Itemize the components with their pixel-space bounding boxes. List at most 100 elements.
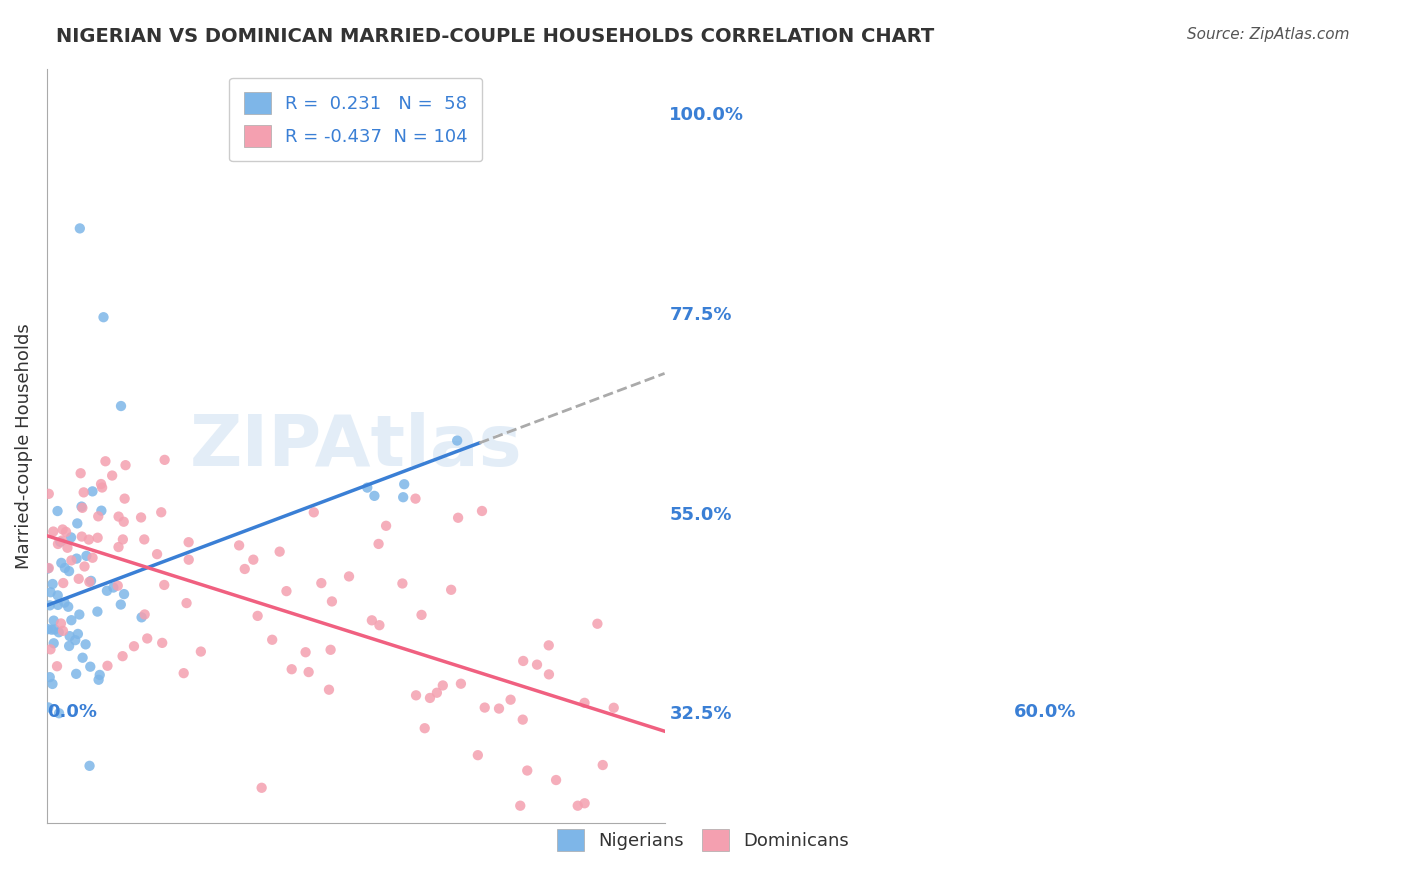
Point <box>516 764 538 778</box>
Point <box>52 523 75 537</box>
Point <box>360 613 382 627</box>
Point <box>512 713 534 727</box>
Point <box>60 530 83 544</box>
Point <box>39 585 62 599</box>
Point <box>499 692 522 706</box>
Point <box>46 537 69 551</box>
Point <box>82 550 104 565</box>
Text: 60.0%: 60.0% <box>1014 703 1077 721</box>
Point <box>93 310 115 325</box>
Point <box>228 538 250 552</box>
Point <box>103 581 125 595</box>
Point <box>90 504 112 518</box>
Point <box>153 578 176 592</box>
Point <box>37 622 59 636</box>
Point <box>70 530 93 544</box>
Point <box>440 582 463 597</box>
Point <box>114 491 136 506</box>
Point <box>72 500 94 515</box>
Text: NIGERIAN VS DOMINICAN MARRIED-COUPLE HOUSEHOLDS CORRELATION CHART: NIGERIAN VS DOMINICAN MARRIED-COUPLE HOU… <box>56 27 935 45</box>
Point <box>567 798 589 813</box>
Point <box>77 533 100 547</box>
Point <box>242 552 264 566</box>
Point <box>363 489 385 503</box>
Point <box>471 504 494 518</box>
Point <box>447 510 470 524</box>
Point <box>526 657 548 672</box>
Point <box>509 798 531 813</box>
Point <box>46 588 69 602</box>
Point <box>574 696 596 710</box>
Point <box>122 639 145 653</box>
Point <box>134 607 156 622</box>
Point <box>107 540 129 554</box>
Point <box>73 485 96 500</box>
Point <box>67 572 90 586</box>
Point <box>46 504 69 518</box>
Point <box>37 561 59 575</box>
Point <box>356 481 378 495</box>
Point <box>49 616 72 631</box>
Point <box>153 453 176 467</box>
Point <box>592 758 614 772</box>
Point <box>56 541 79 555</box>
Point <box>150 636 173 650</box>
Point <box>80 574 103 588</box>
Point <box>537 667 560 681</box>
Point <box>58 639 80 653</box>
Point <box>319 642 342 657</box>
Point <box>129 510 152 524</box>
Y-axis label: Married-couple Households: Married-couple Households <box>15 323 32 569</box>
Point <box>86 605 108 619</box>
Point <box>37 700 59 714</box>
Point <box>134 533 156 547</box>
Point <box>405 689 427 703</box>
Point <box>375 518 398 533</box>
Point <box>59 629 82 643</box>
Point <box>603 700 626 714</box>
Point <box>419 690 441 705</box>
Point <box>65 666 87 681</box>
Point <box>60 613 83 627</box>
Point <box>38 561 60 575</box>
Point <box>55 524 77 539</box>
Point <box>368 618 391 632</box>
Point <box>176 596 198 610</box>
Point <box>112 515 135 529</box>
Point <box>91 481 114 495</box>
Point <box>276 584 298 599</box>
Point <box>311 576 333 591</box>
Point <box>75 549 97 563</box>
Point <box>79 759 101 773</box>
Point <box>79 574 101 589</box>
Point <box>294 645 316 659</box>
Point <box>53 561 76 575</box>
Point <box>90 477 112 491</box>
Point <box>38 599 60 613</box>
Point <box>41 623 63 637</box>
Point <box>42 636 65 650</box>
Point <box>52 624 75 638</box>
Point <box>136 632 159 646</box>
Point <box>432 678 454 692</box>
Point <box>446 434 468 448</box>
Point <box>474 700 496 714</box>
Point <box>87 509 110 524</box>
Point <box>42 614 65 628</box>
Point <box>177 535 200 549</box>
Point <box>87 673 110 687</box>
Point <box>41 677 63 691</box>
Point <box>53 596 76 610</box>
Point <box>321 594 343 608</box>
Point <box>38 670 60 684</box>
Point <box>72 650 94 665</box>
Point <box>467 748 489 763</box>
Point <box>107 509 129 524</box>
Point <box>302 505 325 519</box>
Point <box>110 399 132 413</box>
Point <box>250 780 273 795</box>
Point <box>66 516 89 531</box>
Point <box>42 524 65 539</box>
Point <box>48 706 70 721</box>
Point <box>39 642 62 657</box>
